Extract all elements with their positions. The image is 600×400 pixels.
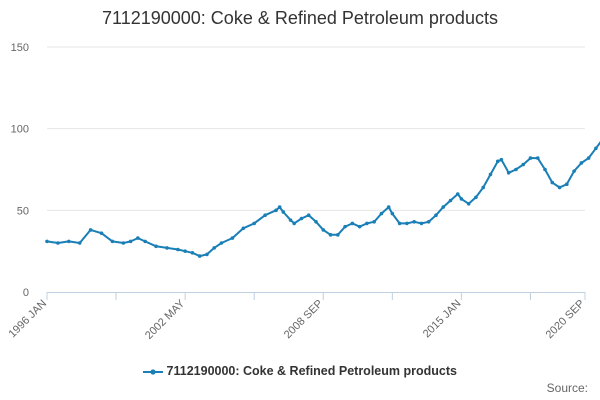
chart-title: 7112190000: Coke & Refined Petroleum pro… [102, 8, 498, 28]
data-point[interactable] [474, 195, 478, 200]
data-point[interactable] [67, 239, 71, 244]
data-point[interactable] [506, 170, 511, 175]
data-point[interactable] [397, 221, 402, 226]
data-point[interactable] [205, 252, 209, 257]
data-point[interactable] [528, 156, 533, 160]
data-point[interactable] [45, 239, 49, 244]
data-point[interactable] [550, 180, 555, 185]
data-point[interactable] [499, 157, 504, 162]
legend[interactable]: 7112190000: Coke & Refined Petroleum pro… [0, 364, 600, 378]
legend-line-icon [143, 369, 164, 375]
data-point[interactable] [219, 241, 224, 245]
data-point[interactable] [88, 228, 93, 232]
data-point[interactable] [121, 241, 126, 245]
data-point[interactable] [128, 239, 133, 244]
source-credit[interactable]: Source: [546, 381, 588, 395]
data-point[interactable] [357, 224, 362, 229]
data-point[interactable] [466, 202, 471, 206]
data-point[interactable] [263, 213, 267, 218]
data-point[interactable] [277, 205, 282, 209]
data-point[interactable] [328, 233, 333, 237]
data-point[interactable] [306, 213, 311, 218]
data-point[interactable] [99, 231, 104, 235]
x-tick-label: 2008 SEP [282, 298, 326, 342]
data-point[interactable] [197, 254, 202, 258]
data-point[interactable] [165, 246, 169, 250]
x-tick-label: 2015 JAN [421, 298, 464, 341]
data-point[interactable] [481, 185, 486, 190]
data-point[interactable] [594, 146, 598, 151]
data-point[interactable] [412, 219, 416, 224]
data-point[interactable] [579, 161, 584, 165]
data-point[interactable] [190, 251, 195, 255]
data-point[interactable] [154, 244, 158, 249]
data-point[interactable] [372, 219, 376, 224]
data-point[interactable] [336, 233, 340, 237]
data-point[interactable] [183, 249, 187, 253]
data-point[interactable] [586, 156, 591, 160]
data-point[interactable] [572, 169, 576, 173]
data-point[interactable] [299, 216, 304, 221]
data-point[interactable] [434, 213, 438, 218]
data-point[interactable] [521, 162, 526, 167]
data-point[interactable] [514, 167, 518, 172]
data-point[interactable] [488, 172, 493, 177]
data-point[interactable] [557, 185, 562, 190]
data-point[interactable] [241, 226, 246, 231]
data-point[interactable] [455, 192, 460, 196]
data-point[interactable] [292, 221, 296, 226]
data-point[interactable] [56, 241, 60, 245]
data-point[interactable] [136, 236, 140, 240]
data-point[interactable] [77, 241, 82, 245]
data-point[interactable] [176, 247, 180, 252]
data-point[interactable] [321, 228, 326, 232]
data-point[interactable] [274, 208, 278, 213]
y-tick-label: 50 [17, 205, 29, 217]
data-point[interactable] [252, 221, 257, 226]
data-point[interactable] [419, 221, 424, 226]
y-tick-label: 100 [11, 124, 29, 136]
data-point[interactable] [212, 246, 217, 250]
data-point[interactable] [448, 198, 453, 203]
data-point[interactable] [281, 210, 286, 214]
x-tick-label: 2020 SEP [544, 298, 588, 342]
legend-label: 7112190000: Coke & Refined Petroleum pro… [166, 364, 457, 378]
y-tick-label: 150 [11, 42, 29, 54]
data-point[interactable] [230, 236, 235, 240]
series-layer [45, 141, 600, 258]
y-tick-label: 0 [23, 287, 29, 299]
x-tick-label: 1996 JAN [6, 298, 49, 341]
data-point[interactable] [143, 239, 147, 244]
data-point[interactable] [405, 221, 409, 226]
series-line [46, 141, 600, 258]
data-point[interactable] [365, 221, 369, 226]
x-tick-label: 2002 MAY [143, 297, 188, 342]
data-point[interactable] [441, 205, 446, 209]
data-point[interactable] [543, 167, 547, 172]
data-point[interactable] [288, 218, 293, 222]
data-point[interactable] [379, 211, 384, 216]
data-point[interactable] [459, 197, 464, 201]
grid-layer [47, 46, 585, 211]
data-point[interactable] [426, 219, 431, 224]
data-point[interactable] [386, 205, 391, 209]
axis-layer: 0 50 100 150 1996 JAN 2002 MAY 2008 SEP 2015 JA… [6, 42, 587, 342]
data-point[interactable] [110, 239, 115, 244]
data-point[interactable] [343, 224, 347, 229]
data-point[interactable] [390, 211, 395, 216]
data-point[interactable] [535, 156, 540, 160]
data-point[interactable] [314, 219, 318, 224]
data-point[interactable] [350, 221, 355, 226]
data-point[interactable] [565, 182, 569, 186]
data-point[interactable] [495, 159, 500, 164]
